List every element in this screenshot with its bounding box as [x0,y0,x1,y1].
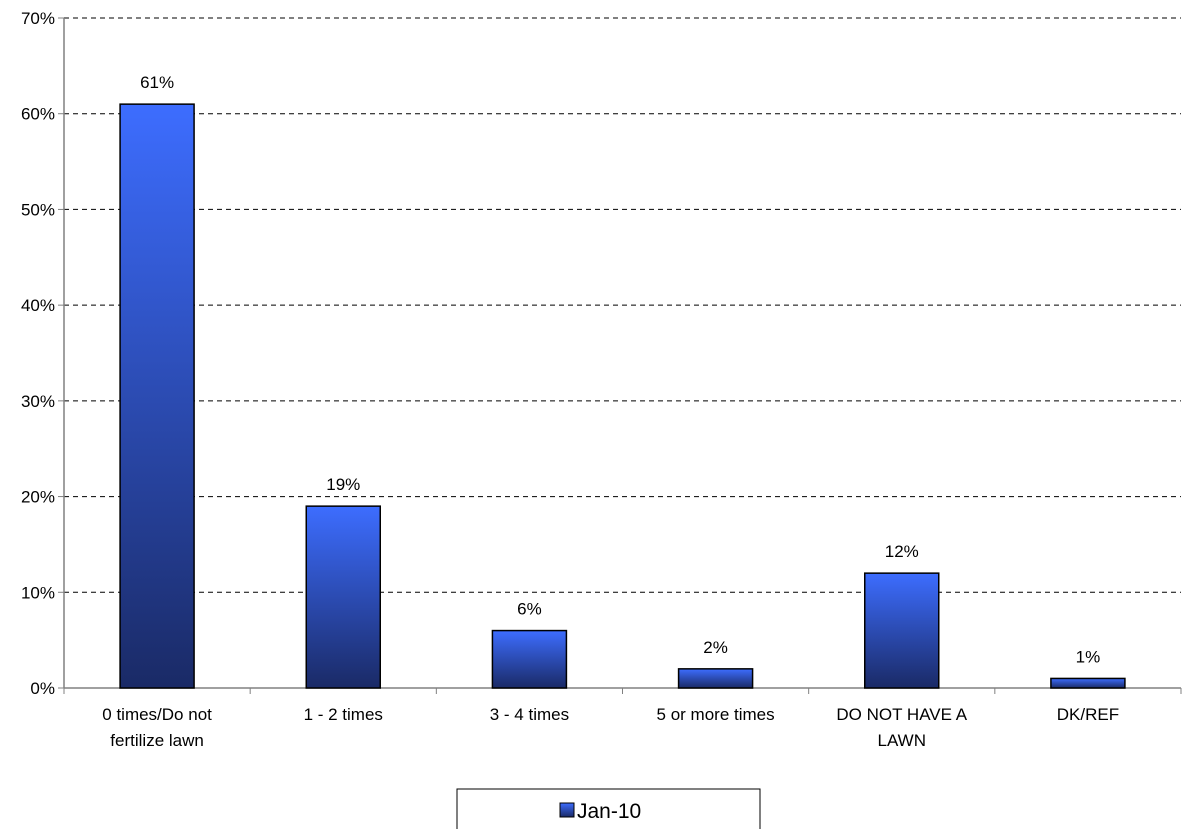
bar [1050,677,1126,689]
x-category-label: 0 times/Do not [102,705,212,724]
bar [305,505,381,689]
x-category-label: DK/REF [1057,705,1119,724]
x-category-label: DO NOT HAVE A [836,705,967,724]
data-label: 19% [326,475,360,494]
y-tick-label: 20% [21,488,55,507]
axes [58,17,1182,694]
x-category-label: fertilize lawn [110,731,204,750]
y-tick-label: 40% [21,296,55,315]
bar [864,572,940,689]
x-category-label: 3 - 4 times [490,705,569,724]
legend-box [456,788,761,829]
y-tick-label: 60% [21,105,55,124]
y-tick-label: 70% [21,9,55,28]
y-tick-label: 0% [30,679,55,698]
y-tick-label: 50% [21,200,55,219]
x-category-label: 5 or more times [657,705,775,724]
bars [119,103,1126,689]
y-tick-label: 10% [21,583,55,602]
x-category-label: 1 - 2 times [304,705,383,724]
labels: 0% 10% 20% 30% 40% 50% 60% 70% 61% 0 times/Do not… [21,9,1119,750]
data-label: 61% [140,73,174,92]
data-label: 12% [885,542,919,561]
legend-label: Jan-10 [577,800,641,823]
y-tick-label: 30% [21,392,55,411]
data-label: 6% [517,600,542,619]
data-label: 2% [703,638,728,657]
x-category-label: LAWN [878,731,927,750]
bar [119,103,195,689]
gridlines [64,17,1181,593]
legend-swatch [559,802,575,818]
bar [677,668,754,689]
bar [491,629,568,689]
legend: Jan-10 [456,788,761,829]
data-label: 1% [1076,647,1101,666]
